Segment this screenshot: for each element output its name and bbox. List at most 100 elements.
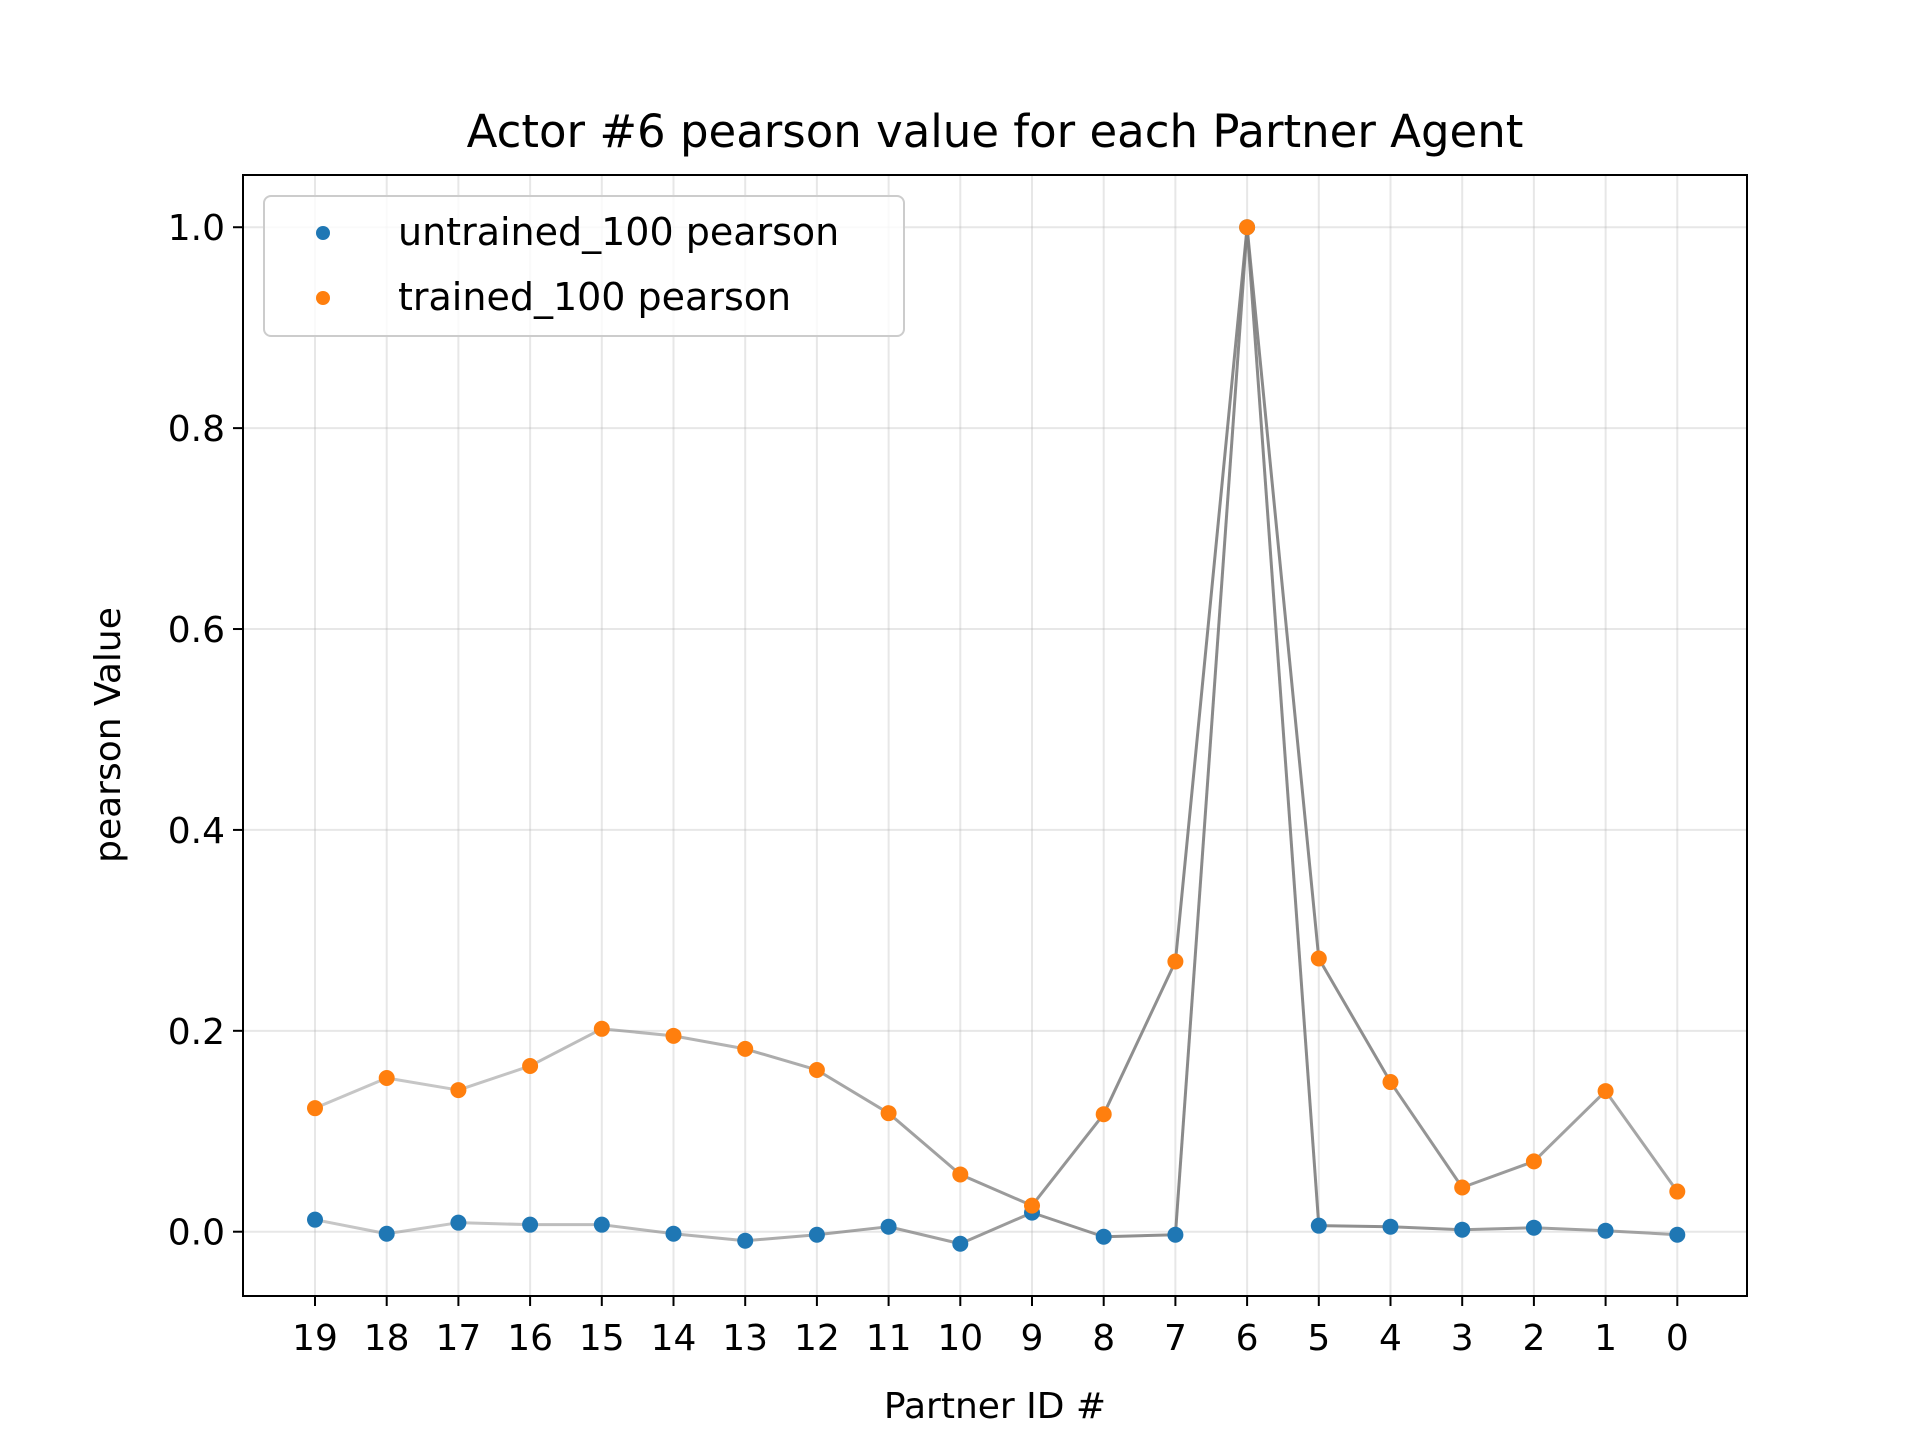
trained-point [1239, 219, 1256, 236]
trained-point [880, 1105, 897, 1122]
connector-segment [888, 1225, 961, 1246]
connector-segment [1173, 227, 1249, 1235]
connector-segment [314, 1076, 388, 1110]
legend-marker-untrained [316, 226, 330, 240]
untrained-point [665, 1225, 682, 1242]
trained-point [665, 1027, 682, 1044]
y-axis-label: pearson Value [88, 607, 129, 863]
trained-point [952, 1166, 969, 1183]
points-layer [307, 219, 1686, 1252]
x-tick-label: 17 [435, 1318, 481, 1359]
trained-point [1024, 1197, 1040, 1214]
untrained-point [522, 1216, 539, 1233]
tick-layer: 19 18 17 16 15 14 13 12 11 10 9 8 7 6 5 4 3 2 1 00.00.20.40… [168, 208, 1689, 1359]
y-tick-label: 0.2 [168, 1012, 225, 1053]
x-tick-label: 12 [794, 1318, 840, 1359]
connector-segment [1245, 227, 1321, 959]
legend-marker-trained [316, 291, 330, 305]
trained-point [1382, 1074, 1399, 1091]
connector-segment [1030, 1113, 1105, 1207]
connector-segment [1389, 1081, 1464, 1189]
connector-segment [673, 1034, 746, 1051]
untrained-point [1454, 1221, 1471, 1238]
legend: untrained_100 pearson trained_100 pearso… [263, 195, 905, 337]
trained-point [1597, 1083, 1614, 1100]
x-tick-label: 8 [1092, 1318, 1115, 1359]
connector-segment [744, 1047, 818, 1072]
trained-point [1454, 1179, 1471, 1196]
connector-segment [1461, 1159, 1535, 1189]
x-tick-label: 4 [1379, 1318, 1402, 1359]
connector-segment [529, 1027, 603, 1068]
trained-point [808, 1061, 825, 1078]
x-axis-label: Partner ID # [884, 1386, 1106, 1427]
connector-segment [1390, 1225, 1463, 1232]
connector-segment [959, 1211, 1033, 1246]
connector-segment [1173, 227, 1249, 962]
connector-segment [1605, 1229, 1678, 1237]
connector-layer [314, 227, 1679, 1246]
connector-segment [816, 1225, 889, 1237]
y-tick-label: 0.4 [168, 811, 225, 852]
connector-segment [673, 1232, 746, 1243]
connector-segment [1103, 1233, 1176, 1239]
connector-segment [816, 1068, 890, 1115]
x-tick-label: 0 [1666, 1318, 1689, 1359]
connector-segment [386, 1076, 459, 1092]
connector-segment [314, 1218, 387, 1236]
x-tick-label: 2 [1522, 1318, 1545, 1359]
trained-point [1310, 950, 1327, 967]
legend-label-trained: trained_100 pearson [398, 275, 791, 319]
x-tick-label: 6 [1236, 1318, 1259, 1359]
trained-point [1095, 1106, 1112, 1123]
x-tick-label: 5 [1307, 1318, 1330, 1359]
connector-segment [1604, 1090, 1679, 1193]
legend-label-untrained: untrained_100 pearson [398, 210, 839, 254]
x-tick-label: 18 [364, 1318, 410, 1359]
legend-frame [263, 195, 905, 337]
connector-segment [1102, 960, 1177, 1115]
x-tick-label: 19 [292, 1318, 338, 1359]
trained-point [450, 1082, 467, 1099]
y-tick-label: 0.6 [168, 610, 225, 651]
x-tick-label: 11 [866, 1318, 912, 1359]
untrained-point [1095, 1228, 1112, 1245]
trained-point [593, 1020, 610, 1037]
x-tick-label: 16 [507, 1318, 553, 1359]
x-tick-label: 15 [579, 1318, 625, 1359]
x-tick-label: 10 [937, 1318, 983, 1359]
connector-segment [745, 1233, 818, 1243]
connector-segment [1031, 1211, 1105, 1239]
x-tick-label: 3 [1451, 1318, 1474, 1359]
connector-segment [1533, 1226, 1606, 1233]
untrained-point [378, 1225, 395, 1242]
x-tick-label: 9 [1021, 1318, 1044, 1359]
y-tick-label: 1.0 [168, 208, 225, 249]
untrained-point [1597, 1222, 1614, 1239]
connector-segment [1317, 957, 1392, 1083]
connector-segment [601, 1027, 674, 1038]
grid-layer [243, 175, 1747, 1296]
untrained-point [737, 1232, 754, 1249]
connector-segment [458, 1221, 531, 1227]
trained-point [522, 1057, 539, 1074]
chart-title: Actor #6 pearson value for each Partner … [467, 105, 1524, 158]
untrained-point [450, 1214, 467, 1231]
trained-point [378, 1070, 395, 1087]
connector-segment [959, 1173, 1033, 1207]
trained-point [307, 1100, 323, 1117]
connector-segment [386, 1221, 459, 1236]
connector-segment [1532, 1090, 1607, 1163]
y-tick-label: 0.8 [168, 409, 225, 450]
connector-segment [457, 1064, 531, 1092]
untrained-point [1310, 1217, 1327, 1234]
trained-point [1669, 1183, 1686, 1200]
untrained-point [1382, 1218, 1399, 1235]
connector-segment [1318, 1224, 1391, 1229]
trained-point [737, 1040, 754, 1057]
untrained-point [1167, 1226, 1184, 1243]
x-tick-label: 14 [651, 1318, 697, 1359]
untrained-point [952, 1235, 969, 1252]
connector-segment [1462, 1226, 1534, 1232]
